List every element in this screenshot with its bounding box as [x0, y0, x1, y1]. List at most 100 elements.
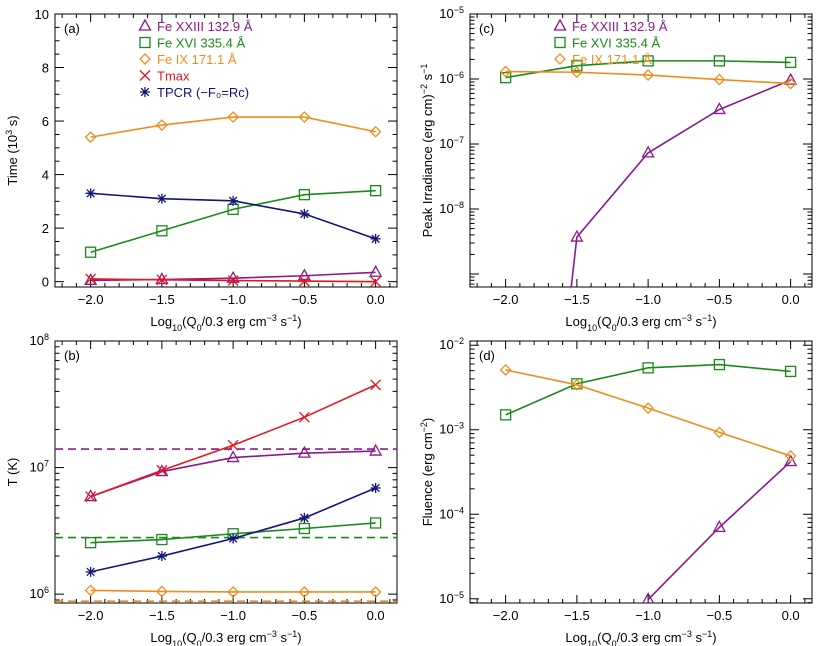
y-axis-label: Time (103 s) — [4, 115, 20, 185]
x-tick-label: −1.0 — [635, 608, 661, 623]
series-line-fexvi — [505, 363, 791, 416]
data-point-feix — [642, 402, 655, 415]
series-line-feix — [90, 589, 376, 593]
data-point-fexvi — [369, 184, 382, 197]
series-line-feix — [505, 70, 791, 85]
y-tick-label: 10−2 — [439, 336, 464, 352]
data-point-fexxiii — [642, 592, 655, 603]
y-tick-label: 107 — [30, 459, 49, 475]
series-line-feix — [90, 116, 376, 138]
x-tick-label: −2.0 — [78, 292, 104, 307]
data-point-feix — [84, 131, 97, 144]
legend-marker-fexvi — [139, 36, 151, 49]
x-tick-label: −1.0 — [220, 608, 246, 623]
series-line-fexxiii — [90, 450, 376, 498]
legend-label-tpcr: TPCR (−F₀=Rc) — [157, 85, 249, 100]
data-area — [499, 358, 798, 603]
panel-c-peak-irradiance: −2.0 −1.5 −1.0 −0.5 0.0 10−8 10−7 10−6 10−5 Log10… — [419, 5, 813, 333]
legend-label-fexvi: Fe XVI 335.4 Å — [572, 36, 660, 51]
panel-label: (d) — [479, 348, 495, 363]
panel-label: (b) — [64, 348, 80, 363]
panel-b-temperature: −2.0 −1.5 −1.0 −0.5 0.0 106 107 108 Log10(Q0/0.3… — [5, 332, 398, 646]
series-line-tmax — [90, 384, 376, 498]
data-point-feix — [155, 585, 168, 598]
x-tick-label: −0.5 — [707, 292, 733, 307]
data-point-feix — [570, 66, 583, 79]
data-point-fexvi — [156, 533, 168, 546]
data-point-tmax — [298, 275, 310, 287]
data-point-fexvi — [784, 365, 797, 378]
y-tick-label: 10−5 — [439, 5, 464, 21]
legend-label-fexvi: Fe XVI 335.4 Å — [157, 36, 245, 51]
data-point-tpcr — [299, 512, 310, 523]
data-point-fexxiii — [641, 145, 655, 158]
legend-marker-fexxiii — [138, 18, 152, 31]
legend-marker-tpcr — [140, 87, 150, 97]
data-point-fexxiii — [297, 268, 311, 281]
data-point-fexvi — [571, 60, 583, 72]
data-point-feix — [499, 65, 512, 78]
y-tick-label: 10−3 — [439, 421, 464, 437]
legend-label-feix: Fe IX 171.1 Å — [572, 52, 652, 67]
data-point-fexxiii — [226, 450, 240, 463]
series-line-fexxiii — [647, 460, 792, 601]
legend-marker-tmax — [139, 70, 151, 81]
x-tick-label: 0.0 — [367, 292, 385, 307]
data-point-fexxiii — [570, 229, 584, 242]
x-axis-label: Log10(Q0/0.3 erg cm−3 s−1) — [565, 629, 716, 646]
x-tick-label: −2.0 — [493, 608, 519, 623]
data-point-tpcr — [85, 188, 96, 199]
y-tick-label: 0 — [42, 275, 49, 290]
panel-label: (a) — [64, 21, 80, 36]
y-axis-label: Peak Irradiance (erg cm)−2 s−1 — [419, 64, 435, 238]
data-point-feix — [713, 426, 726, 439]
data-point-feix — [84, 584, 97, 597]
x-tick-label: −1.0 — [220, 292, 246, 307]
data-point-feix — [784, 450, 797, 462]
data-point-fexxiii — [712, 102, 726, 115]
data-point-feix — [642, 69, 655, 81]
legend-label-fexxiii: Fe XXIII 132.9 Å — [157, 19, 253, 34]
y-tick-label: 10−5 — [439, 590, 464, 606]
legend-label-feix: Fe IX 171.1 Å — [157, 52, 237, 67]
data-point-feix — [784, 77, 797, 90]
y-tick-label: 10−4 — [439, 505, 464, 521]
series-line-feix — [505, 369, 791, 457]
data-point-fexvi — [298, 189, 311, 201]
data-point-tpcr — [370, 482, 381, 493]
data-point-feix — [713, 73, 726, 86]
data-point-tmax — [156, 464, 168, 476]
y-tick-label: 10−6 — [439, 70, 464, 86]
data-point-feix — [298, 111, 311, 123]
data-point-fexxiii — [784, 454, 798, 467]
data-point-fexvi — [369, 517, 382, 529]
data-point-fexvi — [642, 362, 654, 374]
plot-frame — [469, 340, 813, 604]
panel-d-fluence: −2.0 −1.5 −1.0 −0.5 0.0 10−5 10−4 10−3 10−2 Log10… — [419, 336, 813, 646]
series-line-tpcr — [90, 487, 376, 573]
x-tick-label: −1.5 — [564, 292, 590, 307]
data-point-fexvi — [713, 358, 726, 371]
data-point-tmax — [85, 273, 97, 285]
data-point-tmax — [298, 411, 310, 423]
plot-frame — [54, 340, 398, 604]
data-point-fexvi — [713, 55, 726, 67]
data-point-fexxiii — [155, 272, 169, 285]
data-point-feix — [227, 586, 240, 598]
y-tick-label: 4 — [42, 168, 49, 183]
data-point-tmax — [370, 276, 382, 287]
x-axis-label: Log10(Q0/0.3 erg cm−3 s−1) — [565, 313, 716, 333]
data-point-tpcr — [156, 551, 167, 562]
data-area — [84, 111, 383, 287]
x-tick-label: 0.0 — [782, 292, 800, 307]
data-point-fexvi — [84, 246, 97, 258]
data-area — [499, 55, 798, 287]
data-point-tmax — [227, 275, 239, 287]
data-point-feix — [369, 586, 382, 598]
data-point-fexvi — [499, 71, 512, 84]
legend-marker-fexvi — [554, 36, 566, 49]
panel-a-time: −2.0 −1.5 −1.0 −0.5 0.0 0 2 4 6 8 10 Log10(Q0/0.3 e… — [4, 7, 398, 333]
series-line-fexvi — [505, 60, 791, 79]
data-point-tpcr — [228, 195, 239, 206]
data-point-feix — [155, 119, 168, 131]
